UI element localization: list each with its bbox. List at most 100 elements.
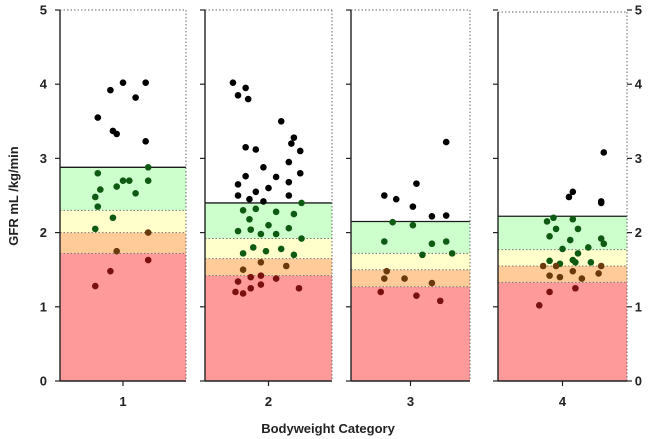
data-point bbox=[546, 288, 553, 296]
data-point bbox=[132, 94, 139, 101]
data-point bbox=[383, 267, 391, 275]
data-point bbox=[246, 215, 253, 223]
data-point bbox=[91, 225, 99, 233]
data-point bbox=[109, 214, 117, 222]
x-axis-title: Bodyweight Category bbox=[261, 421, 395, 436]
data-point bbox=[569, 188, 577, 196]
data-point bbox=[298, 235, 305, 242]
data-point bbox=[566, 236, 574, 244]
data-point bbox=[413, 292, 420, 299]
data-point bbox=[288, 140, 295, 147]
data-point bbox=[229, 79, 237, 87]
data-point bbox=[257, 281, 265, 288]
data-point bbox=[442, 238, 450, 245]
data-point bbox=[546, 233, 553, 240]
data-point bbox=[260, 164, 267, 171]
y-axis-title: GFR mL /kg/min bbox=[6, 146, 21, 245]
band-green-1 bbox=[60, 167, 186, 211]
data-point bbox=[94, 203, 102, 210]
band-orange-4 bbox=[498, 265, 627, 283]
data-point bbox=[546, 272, 553, 279]
data-point bbox=[265, 221, 272, 229]
data-point bbox=[113, 247, 120, 255]
data-point bbox=[600, 149, 608, 156]
data-point bbox=[569, 267, 577, 275]
data-point bbox=[107, 267, 114, 275]
data-point bbox=[595, 270, 602, 277]
data-point bbox=[285, 192, 293, 199]
data-point bbox=[272, 208, 280, 216]
data-point bbox=[113, 130, 120, 138]
data-point bbox=[252, 188, 260, 196]
y-tick-label-left: 4 bbox=[40, 77, 48, 92]
data-point bbox=[409, 221, 417, 229]
data-point bbox=[290, 134, 298, 141]
data-point bbox=[277, 118, 285, 125]
x-tick-label-2: 2 bbox=[265, 394, 272, 409]
data-point bbox=[144, 229, 152, 236]
data-point bbox=[285, 224, 293, 232]
data-point bbox=[543, 218, 551, 225]
data-point bbox=[119, 177, 127, 184]
data-point bbox=[574, 250, 582, 257]
data-point bbox=[535, 302, 543, 309]
band-yellow-1 bbox=[60, 210, 186, 233]
data-point bbox=[550, 214, 557, 222]
data-point bbox=[392, 195, 400, 203]
data-point bbox=[91, 193, 99, 201]
y-tick-label-left: 0 bbox=[40, 374, 47, 389]
data-point bbox=[413, 180, 420, 187]
tick-labels: 1 2 3 4 0 0 1 1 2 2 3 3 4 4 5 5 bbox=[40, 3, 643, 410]
data-point bbox=[234, 278, 242, 285]
data-point bbox=[389, 218, 396, 226]
data-point bbox=[381, 275, 388, 282]
data-point bbox=[277, 245, 285, 253]
data-point bbox=[119, 79, 127, 87]
data-point bbox=[381, 192, 388, 199]
data-point bbox=[569, 215, 577, 223]
data-point bbox=[419, 251, 426, 259]
x-tick-label-4: 4 bbox=[559, 394, 567, 409]
data-point bbox=[239, 250, 247, 257]
band-red-2 bbox=[205, 275, 332, 381]
y-tick-label-left: 1 bbox=[40, 299, 47, 314]
data-point bbox=[377, 288, 385, 296]
data-point bbox=[556, 273, 564, 281]
data-point bbox=[539, 262, 547, 270]
panel-3 bbox=[346, 9, 471, 386]
data-point bbox=[285, 158, 293, 166]
y-tick-label-right: 1 bbox=[635, 299, 642, 314]
data-point bbox=[296, 147, 304, 155]
data-point bbox=[242, 84, 249, 92]
data-point bbox=[234, 227, 242, 235]
band-red-1 bbox=[60, 253, 186, 381]
data-point bbox=[381, 238, 388, 245]
data-point bbox=[257, 258, 265, 266]
data-point bbox=[247, 284, 255, 292]
data-point bbox=[597, 235, 605, 242]
data-point bbox=[94, 169, 102, 177]
data-point bbox=[242, 172, 249, 180]
data-point bbox=[232, 288, 239, 296]
data-point bbox=[409, 203, 417, 210]
chart-panels bbox=[55, 9, 628, 386]
data-point bbox=[144, 177, 152, 184]
band-red-3 bbox=[351, 286, 470, 381]
data-point bbox=[239, 207, 247, 214]
y-tick-label-left: 5 bbox=[40, 3, 47, 18]
y-tick-label-left: 3 bbox=[40, 151, 47, 166]
data-point bbox=[257, 230, 265, 238]
data-point bbox=[242, 143, 249, 151]
data-point bbox=[428, 279, 436, 287]
data-point bbox=[298, 199, 305, 207]
band-green-4 bbox=[498, 216, 627, 250]
data-point bbox=[234, 192, 242, 199]
data-point bbox=[442, 138, 450, 146]
data-point bbox=[585, 244, 592, 251]
data-point bbox=[272, 173, 280, 181]
data-point bbox=[448, 250, 456, 257]
data-point bbox=[597, 262, 605, 270]
band-orange-1 bbox=[60, 232, 186, 254]
data-point bbox=[597, 199, 605, 207]
data-point bbox=[260, 198, 267, 205]
